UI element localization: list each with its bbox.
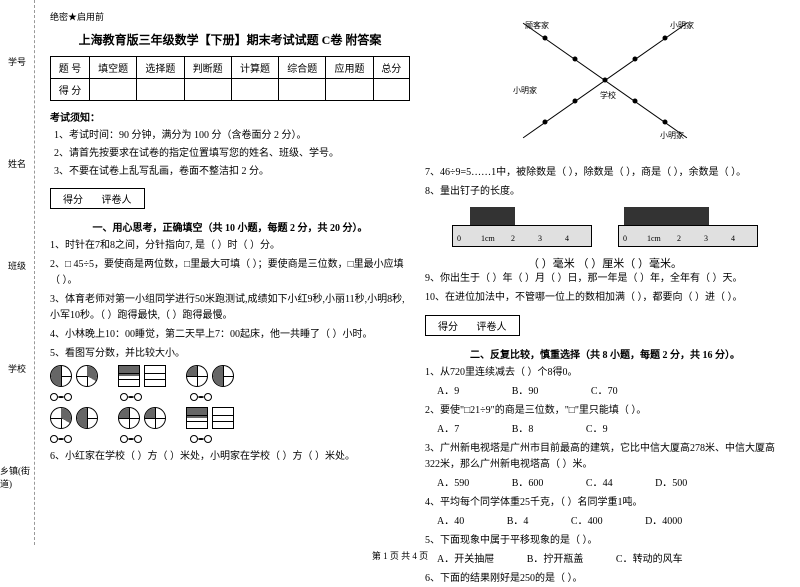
q10: 10、在进位加法中，不管哪一位上的数相加满（ ），都要向（ ）进（ ）。 <box>425 290 785 306</box>
score-box-2: 得分 评卷人 <box>425 315 520 336</box>
circle-icon <box>118 407 140 429</box>
square-icon <box>144 365 166 387</box>
q8: 8、量出钉子的长度。 <box>425 184 785 200</box>
q9: 9、你出生于（ ）年（ ）月（ ）日，那一年是（ ）年，全年有（ ）天。 <box>425 271 785 287</box>
section-2-title: 二、反复比较，慎重选择（共 8 小题，每题 2 分，共 16 分）。 <box>425 346 785 361</box>
shapes-row-2 <box>50 407 410 429</box>
circle-icon <box>212 365 234 387</box>
q5: 5、看图写分数，并比较大小。 <box>50 346 410 362</box>
ruler-1: 0 1cm 2 3 4 <box>452 207 592 247</box>
direction-diagram: 顾客家 小明家 小明家 小明家 学校 <box>505 10 705 150</box>
c1-opts: A．9 B．90 C．70 <box>425 384 785 400</box>
q3: 3、体育老师对第一小组同学进行50米跑测试,成绩如下小红9秒,小丽11秒,小明8… <box>50 292 410 324</box>
sidebar-label: 乡镇(街道) <box>0 464 34 490</box>
sidebar-label: 学校 <box>8 362 26 375</box>
compare-icon <box>190 432 212 446</box>
th: 综合题 <box>279 57 326 79</box>
score-box: 得分 评卷人 <box>50 188 145 209</box>
c6: 6、下面的结果刚好是250的是（ ）。 <box>425 571 785 587</box>
circle-icon <box>50 365 72 387</box>
c5-opts: A．开关抽屉 B．拧开瓶盖 C．转动的风车 <box>425 552 785 568</box>
compare-icon <box>50 390 72 404</box>
compare-icon <box>120 390 142 404</box>
score-table: 题 号 填空题 选择题 判断题 计算题 综合题 应用题 总分 得 分 <box>50 56 410 101</box>
th: 应用题 <box>326 57 373 79</box>
c3: 3、广州新电视塔是广州市目前最高的建筑，它比中信大厦高278米、中信大厦高322… <box>425 441 785 473</box>
binding-sidebar: 学号 姓名 班级 学校 乡镇(街道) <box>0 0 35 545</box>
circle-icon <box>186 365 208 387</box>
notice-heading: 考试须知： <box>50 109 410 124</box>
shapes-row-sym <box>50 390 410 404</box>
th: 总分 <box>373 57 409 79</box>
c4: 4、平均每个同学体重25千克，（ ）名同学重1吨。 <box>425 495 785 511</box>
notice-item: 1、考试时间：90 分钟，满分为 100 分（含卷面分 2 分）。 <box>54 128 410 144</box>
sidebar-label: 姓名 <box>8 157 26 170</box>
th: 题 号 <box>51 57 90 79</box>
compare-icon <box>120 432 142 446</box>
th: 判断题 <box>184 57 231 79</box>
compare-icon <box>190 390 212 404</box>
th: 计算题 <box>231 57 278 79</box>
q7: 7、46÷9=5……1中，被除数是（ ），除数是（ ），商是（ ），余数是（ ）… <box>425 165 785 181</box>
row-label: 得 分 <box>51 79 90 101</box>
exam-title: 上海教育版三年级数学【下册】期末考试试题 C卷 附答案 <box>50 31 410 48</box>
square-icon <box>118 365 140 387</box>
ruler-2: 0 1cm 2 3 4 <box>618 207 758 247</box>
notice-item: 3、不要在试卷上乱写乱画，卷面不整洁扣 2 分。 <box>54 164 410 180</box>
q4: 4、小林晚上10：00睡觉，第二天早上7：00起床，他一共睡了（ ）小时。 <box>50 327 410 343</box>
shapes-row-sym2 <box>50 432 410 446</box>
secret-mark: 绝密★启用前 <box>50 10 410 23</box>
circle-icon <box>50 407 72 429</box>
ruler-answer: （ ）毫米 （ ）厘米（ ）毫米。 <box>425 255 785 271</box>
square-icon <box>212 407 234 429</box>
right-column: 顾客家 小明家 小明家 小明家 学校 7、46÷9=5……1中，被除数是（ ），… <box>425 10 785 535</box>
circle-icon <box>76 407 98 429</box>
q2: 2、□ 45÷5，要使商是两位数，□里最大可填（ ）；要使商是三位数，□里最小应… <box>50 257 410 289</box>
square-icon <box>186 407 208 429</box>
c4-opts: A．40 B．4 C．400 D．4000 <box>425 514 785 530</box>
c2-opts: A．7 B．8 C．9 <box>425 422 785 438</box>
circle-icon <box>76 365 98 387</box>
q6: 6、小红家在学校（ ）方（ ）米处，小明家在学校（ ）方（ ）米处。 <box>50 449 410 465</box>
sidebar-label: 学号 <box>8 55 26 68</box>
th: 选择题 <box>137 57 184 79</box>
sidebar-label: 班级 <box>8 259 26 272</box>
c5: 5、下面现象中属于平移现象的是（ ）。 <box>425 533 785 549</box>
circle-icon <box>144 407 166 429</box>
section-1-title: 一、用心思考，正确填空（共 10 小题，每题 2 分，共 20 分）。 <box>50 219 410 234</box>
shapes-row-1 <box>50 365 410 387</box>
left-column: 绝密★启用前 上海教育版三年级数学【下册】期末考试试题 C卷 附答案 题 号 填… <box>50 10 410 535</box>
q1: 1、时针在7和8之间，分针指向7, 是（ ）时（ ）分。 <box>50 238 410 254</box>
c3-opts: A．590 B．600 C．44 D．500 <box>425 476 785 492</box>
c2: 2、要使"□21÷9"的商是三位数，"□"里只能填（ ）。 <box>425 403 785 419</box>
notice-item: 2、请首先按要求在试卷的指定位置填写您的姓名、班级、学号。 <box>54 146 410 162</box>
compare-icon <box>50 432 72 446</box>
th: 填空题 <box>90 57 137 79</box>
c1: 1、从720里连续减去（ ）个8得0。 <box>425 365 785 381</box>
